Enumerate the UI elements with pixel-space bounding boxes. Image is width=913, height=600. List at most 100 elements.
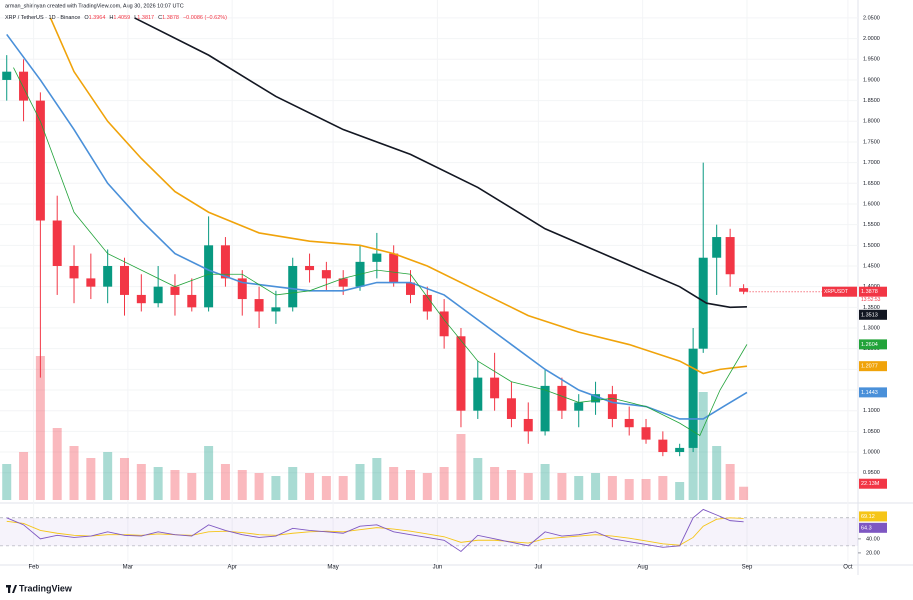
candle-body [739,288,749,292]
volume-bar [473,458,483,500]
symbol-line: XRP / TetherUS · 1D · Binance O1.3964 H1.4… [5,15,227,21]
volume-bar [688,410,698,500]
volume-bar [254,473,264,500]
moving-average [134,17,747,309]
candle-body [506,398,516,419]
y-tick-label: 1.7000 [863,160,880,166]
volume-bar [220,464,230,500]
candle-body [35,100,45,221]
brand: TradingView [19,583,73,593]
volume-bar [35,356,45,500]
volume-bar [2,464,12,500]
ohlc-label: O [84,15,89,21]
rsi-tick-label: 20.00 [866,550,880,556]
y-tick-label: 2.0500 [863,15,880,21]
y-tick-label: 1.6500 [863,181,880,187]
candle-body [675,447,685,453]
volume-bar [624,479,634,500]
volume-bar [422,473,432,500]
ohlc-label: H [109,15,113,21]
candle-body [712,237,722,258]
ma-tag-bg [859,309,887,320]
candle-body [69,265,79,279]
x-tick-label: Apr [227,565,236,571]
candle-body [19,71,29,101]
volume-bar [506,470,516,500]
volume-bar [456,434,466,500]
candle-body [698,257,708,349]
ohlc-value: 1.3964 [89,15,106,21]
volume-bar [712,446,722,500]
moving-average [49,17,748,375]
candle-body [321,270,331,279]
y-tick-label: 1.4500 [863,263,880,269]
y-tick-label: 1.5000 [863,243,880,249]
candle-body [641,427,651,440]
change: −0.0086 (−0.62%) [183,15,227,21]
candle-body [220,245,230,279]
candle-body [305,265,315,271]
x-tick-label: Oct [843,565,853,571]
candle-body [136,294,146,304]
candle-body [103,265,113,287]
candle-body [288,265,298,308]
ohlc-value: 1.4059 [113,15,130,21]
ohlc-value: 1.3817 [137,15,154,21]
x-tick-label: Aug [637,565,648,571]
y-tick-label: 1.8500 [863,98,880,104]
volume-bar [698,392,708,500]
volume-bar [574,476,584,500]
candle-body [624,418,634,428]
volume-bar [204,446,214,500]
volume-tag-bg [859,478,887,489]
volume-bar [591,473,601,500]
ohlc-label: C [158,15,162,21]
candle-body [372,253,382,262]
candle-body [338,278,348,287]
x-tick-label: Sep [742,565,753,571]
volume-tag: 22.13M [861,481,880,487]
candle-body [473,377,483,411]
x-tick-label: Feb [28,565,39,571]
ma-tag: 1.2604 [861,342,878,348]
rsi-band [0,517,858,546]
volume-bar [523,473,533,500]
volume-bar [607,476,617,500]
countdown: 13:52:53 [861,297,881,303]
y-tick-label: 1.8000 [863,119,880,125]
volume-bar [271,476,281,500]
y-tick-label: 1.7500 [863,139,880,145]
volume-bar [19,452,29,500]
rsi-tag-bg [859,522,887,533]
y-tick-label: 1.3500 [863,305,880,311]
volume-bar [153,467,163,500]
candle-body [523,418,533,432]
x-tick-label: Jul [535,565,543,571]
volume-bar [372,458,382,500]
volume-bar [86,458,96,500]
candle-body [607,394,617,419]
volume-bar [288,467,298,500]
ma-tag-bg [859,361,887,372]
volume-bar [119,458,129,500]
candle-body [540,385,550,432]
ohlc-value: 1.3878 [162,15,179,21]
symbol-tag-bg [822,286,857,297]
ma-tag: 1.3513 [861,312,878,318]
volume-bar [52,428,62,500]
author-line: arman_shirinyan created with TradingView… [5,3,184,9]
volume-bar [739,486,749,500]
volume-bar [187,473,197,500]
y-tick-label: 1.1000 [863,408,880,414]
y-tick-label: 0.9500 [863,470,880,476]
candle-body [254,299,264,312]
candle-body [490,377,500,399]
candle-body [405,282,415,295]
moving-average [6,33,748,420]
candle-body [439,311,449,337]
y-tick-label: 1.9500 [863,57,880,63]
volume-bar [69,446,79,500]
ma-tag: 1.1443 [861,390,878,396]
